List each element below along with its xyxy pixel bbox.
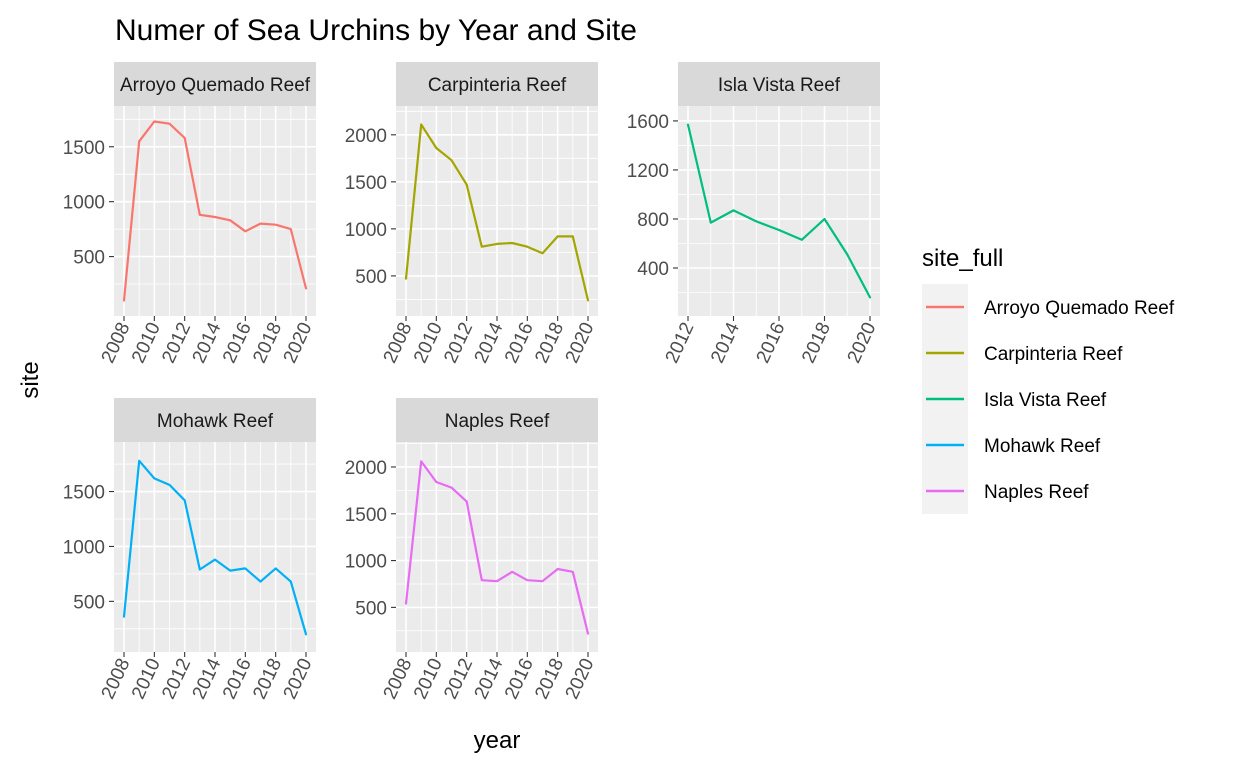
y-tick-label: 500: [73, 248, 105, 269]
legend-label: Arroyo Quemado Reef: [984, 298, 1175, 319]
y-tick-label: 1000: [63, 537, 105, 558]
x-tick-label: 2012: [440, 655, 477, 702]
x-tick-label: 2012: [440, 319, 477, 366]
y-tick-label: 2000: [345, 458, 387, 479]
x-tick-label: 2020: [562, 655, 599, 702]
strip-background: [114, 62, 316, 106]
strip-label: Isla Vista Reef: [718, 75, 841, 96]
strip-label: Carpinteria Reef: [428, 75, 567, 96]
y-tick-label: 1500: [345, 505, 387, 526]
legend-items: Arroyo Quemado Reef Carpinteria Reef Isla …: [926, 298, 1175, 503]
y-tick-label: 1000: [63, 193, 105, 214]
x-tick-label: 2018: [531, 655, 568, 702]
strip-background: [396, 398, 598, 442]
x-tick-label: 2014: [707, 319, 744, 367]
strip-label: Naples Reef: [445, 411, 550, 432]
x-tick-label: 2008: [98, 319, 135, 366]
legend-item-isla-vista-reef: Isla Vista Reef: [926, 390, 1107, 411]
x-tick-label: 2010: [410, 319, 447, 366]
x-tick-label: 2018: [531, 319, 568, 366]
x-tick-label: 2014: [189, 655, 226, 703]
legend-label: Carpinteria Reef: [984, 344, 1123, 365]
y-tick-label: 400: [637, 259, 669, 280]
legend-item-mohawk-reef: Mohawk Reef: [926, 436, 1101, 457]
facet-panel-arroyo-quemado-reef: Arroyo Quemado Reef200820102012201420162…: [63, 62, 317, 366]
strip-background: [114, 398, 316, 442]
x-tick-label: 2008: [98, 655, 135, 702]
facet-panels: Arroyo Quemado Reef200820102012201420162…: [63, 62, 881, 702]
series-line-naples-reef: [404, 460, 590, 635]
x-tick-label: 2012: [662, 319, 699, 366]
legend-title: site_full: [922, 245, 1003, 272]
y-tick-label: 1500: [63, 138, 105, 159]
x-tick-label: 2020: [844, 319, 881, 366]
x-tick-label: 2016: [501, 655, 538, 702]
x-tick-label: 2018: [798, 319, 835, 366]
x-tick-label: 2014: [189, 319, 226, 367]
legend-label: Mohawk Reef: [984, 436, 1101, 457]
legend-item-carpinteria-reef: Carpinteria Reef: [926, 344, 1123, 365]
strip-label: Arroyo Quemado Reef: [120, 75, 311, 96]
legend-item-arroyo-quemado-reef: Arroyo Quemado Reef: [926, 298, 1175, 319]
y-tick-label: 500: [73, 592, 105, 613]
facet-panel-carpinteria-reef: Carpinteria Reef 200820102012201420162018…: [345, 62, 599, 366]
y-tick-label: 1500: [345, 173, 387, 194]
legend-label: Naples Reef: [984, 482, 1089, 503]
strip-label: Mohawk Reef: [157, 411, 274, 432]
x-tick-label: 2018: [249, 319, 286, 366]
series-line-isla-vista-reef: [686, 123, 872, 299]
x-tick-label: 2012: [158, 319, 195, 366]
series-line-mohawk-reef: [122, 459, 308, 636]
y-tick-label: 800: [637, 210, 669, 231]
x-tick-label: 2008: [380, 655, 417, 702]
legend: site_full Arroyo Quemado Reef Carpinteria…: [922, 245, 1175, 514]
strip-background: [396, 62, 598, 106]
x-tick-label: 2020: [280, 655, 317, 702]
x-tick-label: 2008: [380, 319, 417, 366]
series-line-arroyo-quemado-reef: [122, 120, 308, 302]
chart-title: Numer of Sea Urchins by Year and Site: [115, 14, 637, 47]
y-tick-label: 500: [355, 598, 387, 619]
y-tick-label: 1600: [627, 112, 669, 133]
series-line-carpinteria-reef: [404, 123, 590, 302]
legend-item-naples-reef: Naples Reef: [926, 482, 1089, 503]
y-axis-title: site: [17, 361, 44, 398]
strip-background: [678, 62, 880, 106]
y-tick-label: 1000: [345, 220, 387, 241]
y-tick-label: 1500: [63, 483, 105, 504]
facet-panel-isla-vista-reef: Isla Vista Reef 2012 2014 2016 2018 2020 400 80…: [627, 62, 881, 366]
x-tick-label: 2016: [219, 655, 256, 702]
x-tick-label: 2016: [501, 319, 538, 366]
x-axis-title: year: [474, 727, 521, 754]
x-tick-label: 2020: [562, 319, 599, 366]
x-tick-label: 2016: [219, 319, 256, 366]
y-tick-label: 1200: [627, 161, 669, 182]
y-tick-label: 1000: [345, 552, 387, 573]
y-tick-label: 2000: [345, 126, 387, 147]
x-tick-label: 2010: [410, 655, 447, 702]
x-tick-label: 2018: [249, 655, 286, 702]
x-tick-label: 2012: [158, 655, 195, 702]
x-tick-label: 2014: [471, 319, 508, 367]
x-tick-label: 2016: [753, 319, 790, 366]
legend-label: Isla Vista Reef: [984, 390, 1107, 411]
x-tick-label: 2010: [128, 655, 165, 702]
x-tick-label: 2010: [128, 319, 165, 366]
x-tick-label: 2020: [280, 319, 317, 366]
y-tick-label: 500: [355, 267, 387, 288]
x-tick-label: 2014: [471, 655, 508, 703]
